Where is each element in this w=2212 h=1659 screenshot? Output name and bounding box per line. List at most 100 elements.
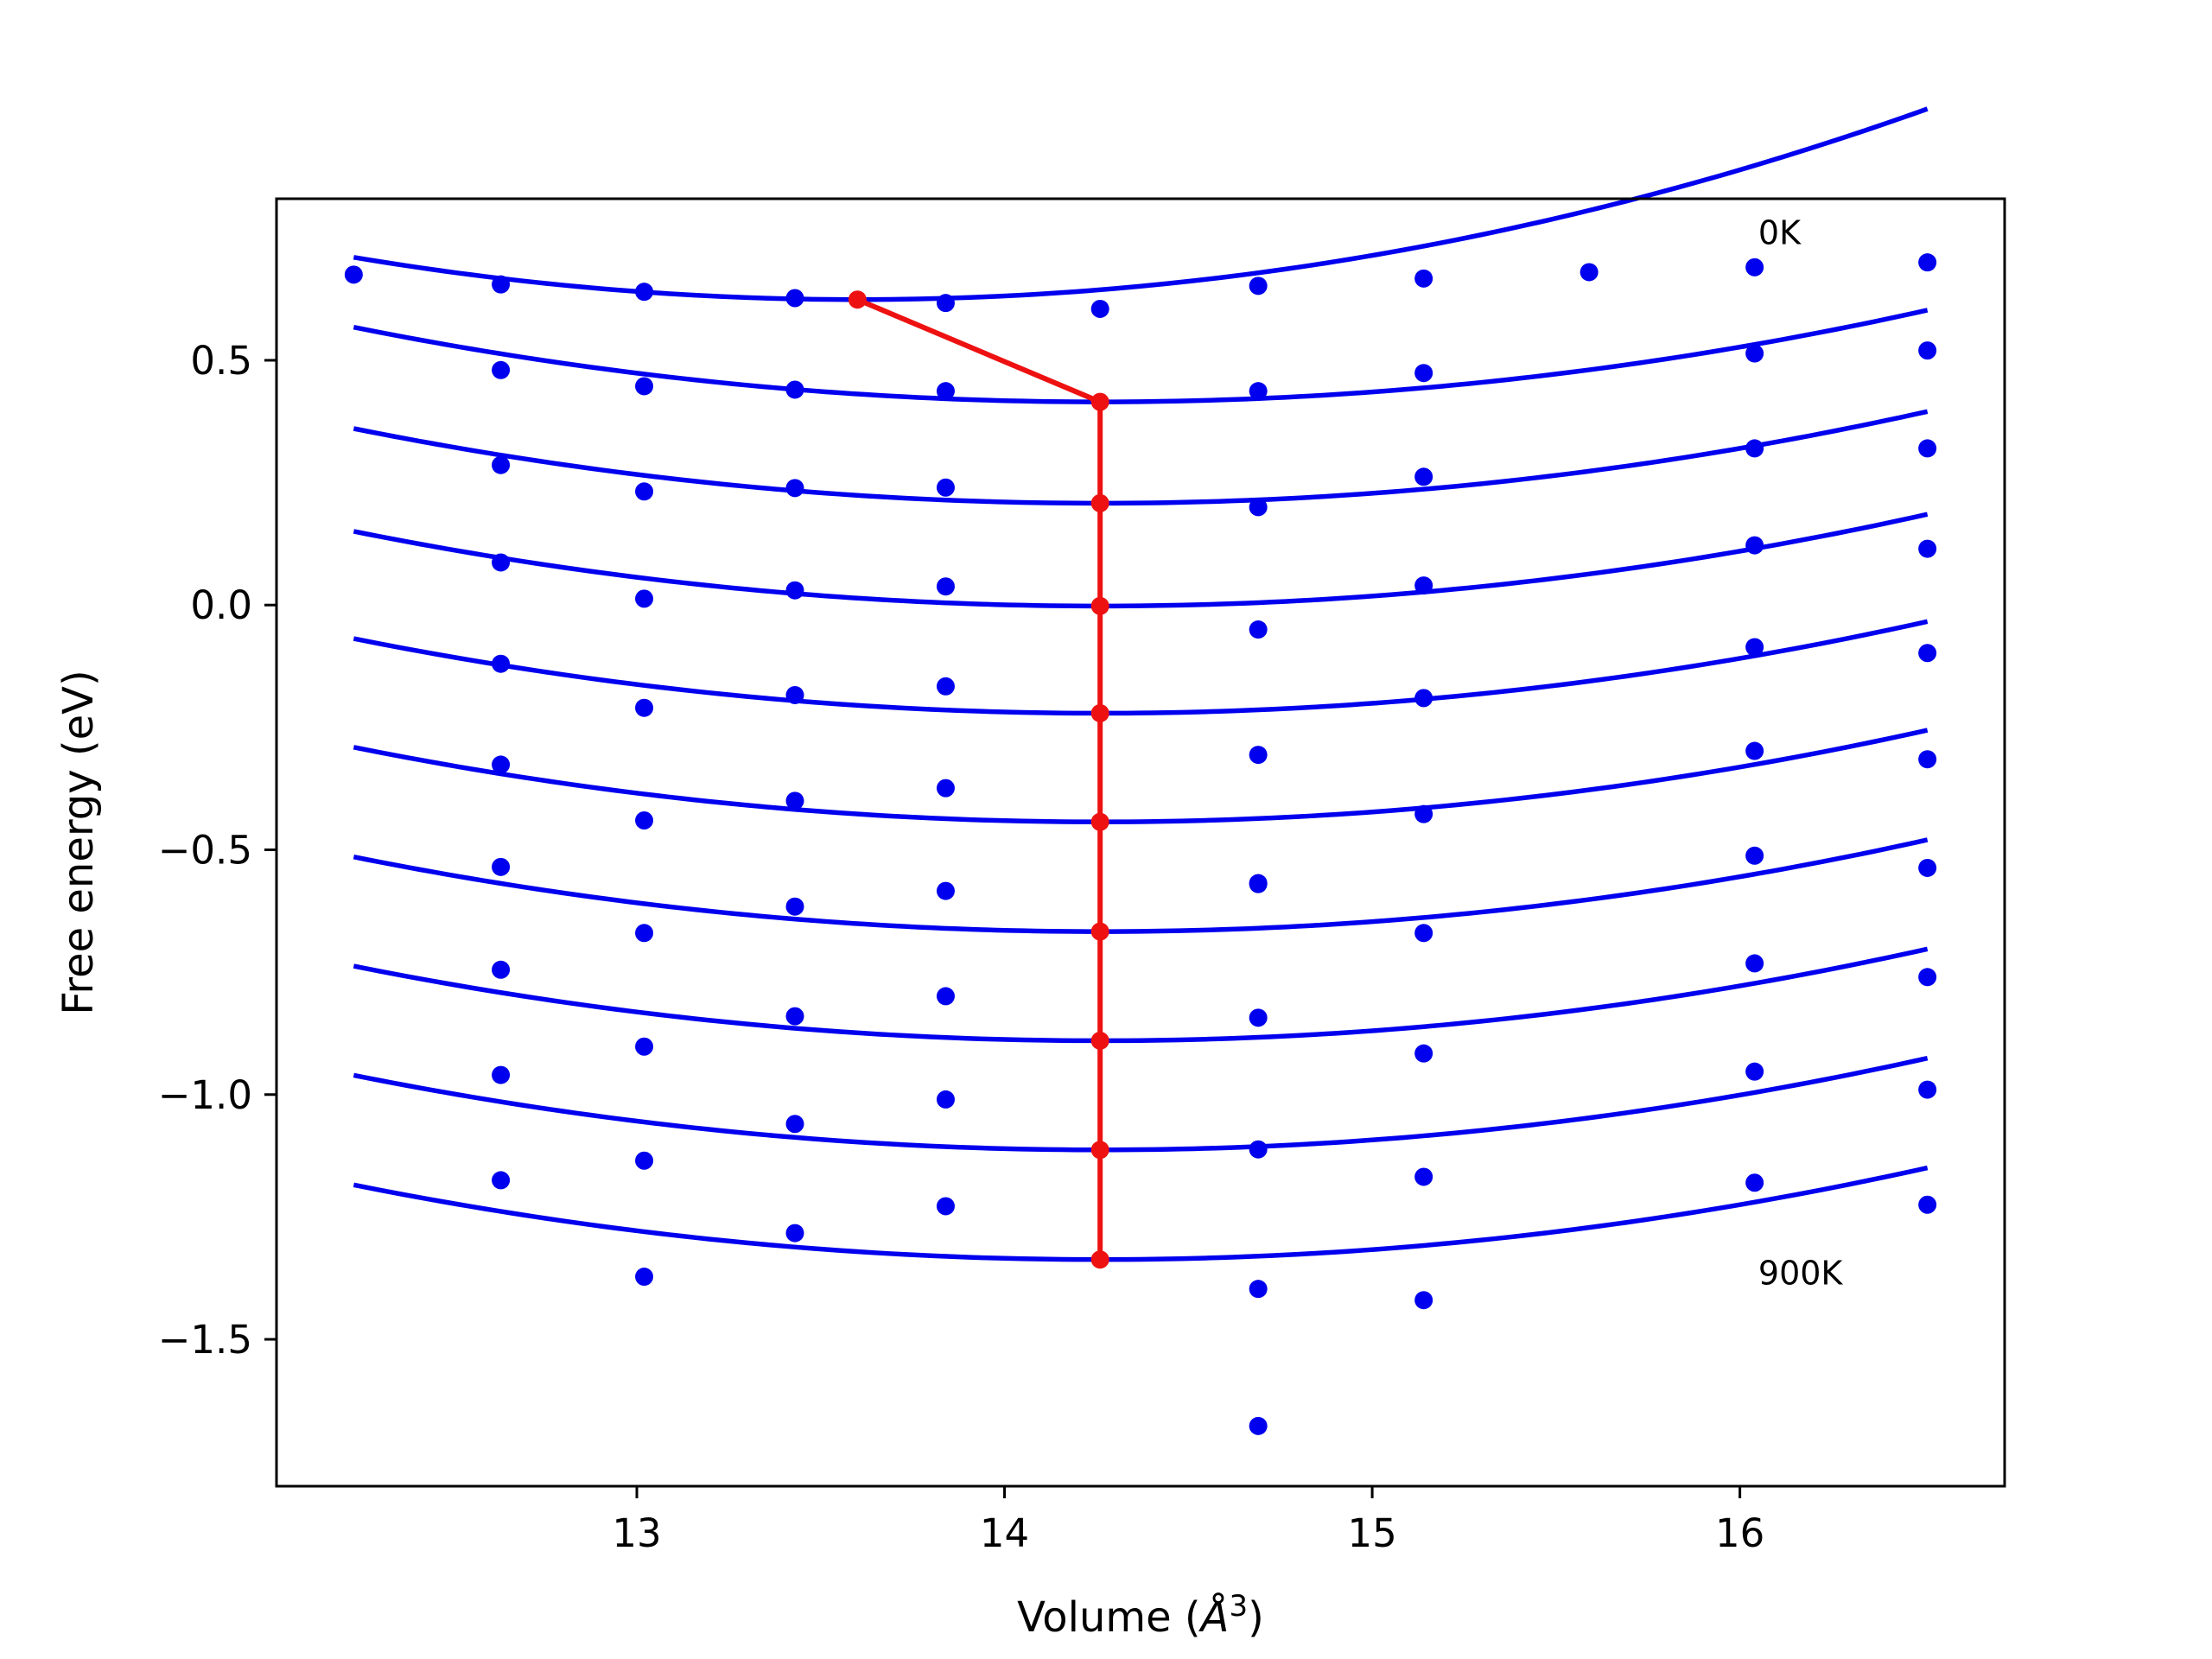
data-point-s5-3 — [785, 685, 804, 704]
data-point-s9-7 — [1745, 1062, 1764, 1081]
minimum-point-7 — [1090, 922, 1109, 941]
data-point-s7-8 — [1918, 858, 1937, 877]
data-point-s4-2 — [635, 589, 654, 608]
data-point-s1-9 — [1580, 263, 1599, 282]
data-point-s10-2 — [635, 1268, 654, 1287]
data-point-s10-3 — [785, 1224, 804, 1243]
minimum-point-1 — [848, 290, 867, 309]
data-point-s5-1 — [492, 654, 511, 673]
data-point-s3-8 — [1918, 439, 1937, 458]
data-point-s4-8 — [1918, 539, 1937, 558]
fit-curve-8 — [353, 946, 1929, 1044]
data-point-s1-2 — [492, 275, 511, 294]
data-points — [344, 253, 1937, 1435]
data-point-s2-1 — [492, 360, 511, 379]
data-point-s6-8 — [1918, 750, 1937, 769]
data-point-s8-2 — [635, 1037, 654, 1056]
data-point-s1-10 — [1745, 257, 1764, 276]
data-point-s10-4 — [936, 1197, 955, 1216]
data-point-s4-4 — [936, 577, 955, 596]
x-tick-label: 15 — [1347, 1510, 1396, 1556]
data-point-s5-8 — [1918, 644, 1937, 663]
data-point-s6-7 — [1745, 741, 1764, 760]
data-point-s8-6 — [1414, 1044, 1433, 1063]
data-point-s2-2 — [635, 377, 654, 396]
data-point-s10-8 — [1918, 1195, 1937, 1214]
fit-curve-10 — [353, 1165, 1929, 1262]
y-tick-label: −1.0 — [158, 1072, 252, 1118]
x-axis-label: Volume (Å3) — [1017, 1589, 1264, 1642]
y-tick-label: −1.5 — [158, 1317, 252, 1363]
data-point-s2-4 — [936, 382, 955, 401]
minima-path — [848, 290, 1109, 1269]
x-axis-ticks: 13 14 15 16 — [612, 1486, 1764, 1556]
data-point-s2-5 — [1249, 382, 1268, 401]
fit-curves — [353, 106, 1929, 1262]
data-point-s2-7 — [1745, 344, 1764, 363]
y-axis-label: Free energy (eV) — [54, 670, 103, 1014]
data-point-s10-9 — [1249, 1416, 1268, 1435]
data-point-s10-1 — [492, 1171, 511, 1190]
data-point-s6-3 — [785, 791, 804, 810]
fit-curve-5 — [353, 619, 1929, 716]
data-point-s2-6 — [1414, 364, 1433, 383]
fit-curve-2 — [353, 308, 1929, 404]
data-point-s5-7 — [1745, 638, 1764, 657]
data-point-s7-5 — [1249, 874, 1268, 893]
data-point-s8-8 — [1918, 968, 1937, 987]
plot-area-frame — [275, 197, 2006, 1488]
data-point-s3-6 — [1414, 467, 1433, 486]
data-point-s10-6 — [1414, 1291, 1433, 1310]
data-point-s1-11 — [1918, 253, 1937, 272]
data-point-s3-1 — [492, 455, 511, 474]
minimum-point-4 — [1090, 596, 1109, 615]
minimum-point-5 — [1090, 703, 1109, 722]
data-point-s5-2 — [635, 698, 654, 717]
data-point-s6-1 — [492, 755, 511, 774]
data-point-s1-8 — [1414, 269, 1433, 288]
y-tick-label: 0.0 — [190, 582, 252, 628]
data-point-s7-7 — [1745, 846, 1764, 865]
data-point-s5-5 — [1249, 746, 1268, 765]
fit-curve-6 — [353, 728, 1929, 824]
curve-annotations: 0K 900K — [1758, 214, 1844, 1293]
minimum-point-10 — [1090, 1250, 1109, 1269]
fit-curve-1 — [353, 106, 1929, 302]
data-point-s9-1 — [492, 1065, 511, 1084]
data-point-s9-3 — [785, 1115, 804, 1134]
data-point-s3-2 — [635, 482, 654, 501]
annotation-0k: 0K — [1758, 214, 1802, 252]
data-point-s8-1 — [492, 960, 511, 979]
fit-curve-4 — [353, 512, 1929, 609]
data-point-s9-2 — [635, 1151, 654, 1170]
data-point-s1-3 — [635, 283, 654, 302]
data-point-s4-1 — [492, 553, 511, 572]
data-point-s7-2 — [635, 924, 654, 943]
data-point-s6-4 — [936, 779, 955, 798]
x-tick-label: 16 — [1715, 1510, 1764, 1556]
fit-curve-7 — [353, 837, 1929, 934]
data-point-s4-6 — [1414, 576, 1433, 595]
data-point-s9-5 — [1249, 1140, 1268, 1159]
data-point-s6-2 — [635, 811, 654, 830]
minimum-point-6 — [1090, 812, 1109, 831]
y-axis-ticks: 0.5 0.0 −0.5 −1.0 −1.5 — [158, 338, 276, 1363]
minima-line — [856, 296, 1103, 1260]
data-point-s10-5 — [1249, 1280, 1268, 1299]
data-point-s8-3 — [785, 1007, 804, 1026]
minimum-point-8 — [1090, 1031, 1109, 1050]
data-point-s4-7 — [1745, 536, 1764, 555]
data-point-s2-3 — [785, 380, 804, 399]
data-point-s1-7 — [1249, 276, 1268, 296]
data-point-s10-7 — [1745, 1173, 1764, 1192]
data-point-s7-6 — [1414, 924, 1433, 943]
data-point-s9-6 — [1414, 1167, 1433, 1186]
data-point-s3-5 — [1249, 498, 1268, 517]
data-point-s8-5 — [1249, 1008, 1268, 1027]
fit-curve-3 — [353, 409, 1929, 506]
data-point-s3-7 — [1745, 439, 1764, 458]
data-point-s5-6 — [1414, 689, 1433, 708]
data-point-s4-3 — [785, 581, 804, 600]
data-point-s7-4 — [936, 881, 955, 900]
